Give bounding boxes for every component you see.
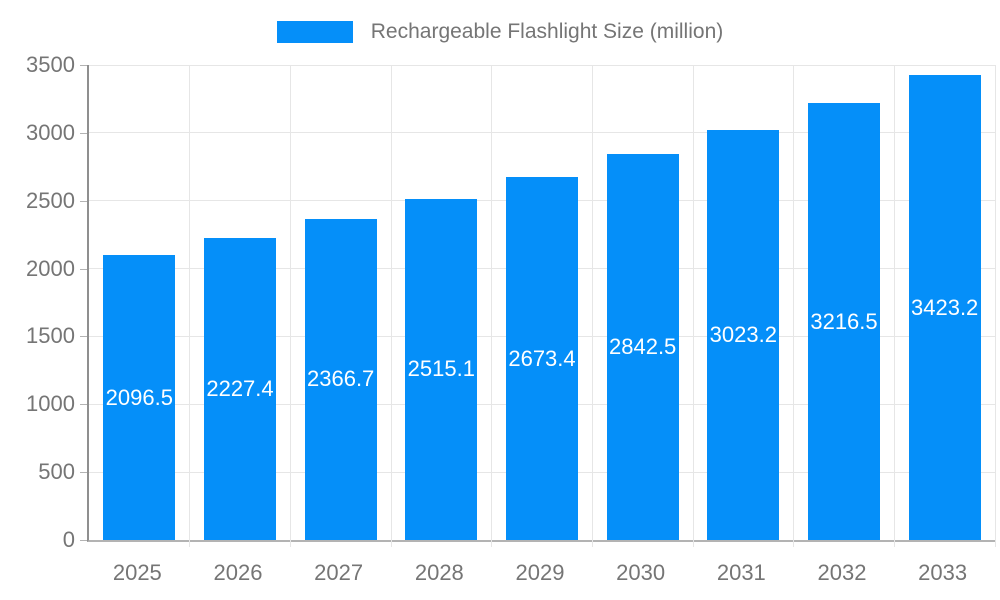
gridline-vertical <box>289 65 291 547</box>
y-tick-label: 1500 <box>26 323 75 349</box>
y-tick-mark <box>80 336 87 338</box>
x-tick-label: 2032 <box>817 560 867 585</box>
bar-value-label: 2227.4 <box>206 375 274 401</box>
y-tick-mark <box>80 472 87 474</box>
bar[interactable]: 3423.2 <box>908 75 981 540</box>
y-tick-mark <box>80 132 87 134</box>
bar[interactable]: 3216.5 <box>808 103 880 540</box>
y-tick-mark <box>80 200 87 202</box>
bar-value-label: 3216.5 <box>810 308 878 334</box>
x-tick-label: 2027 <box>314 560 364 585</box>
gridline-vertical <box>793 65 795 547</box>
gridline-vertical <box>994 65 996 547</box>
gridline-vertical <box>692 65 694 547</box>
legend-swatch <box>276 21 353 43</box>
bar-value-label: 3023.2 <box>709 321 777 347</box>
x-tick-label: 2025 <box>112 560 162 585</box>
gridline-vertical <box>591 65 593 547</box>
bar-value-label: 2673.4 <box>508 345 576 371</box>
y-tick-mark <box>80 65 87 66</box>
gridline-vertical <box>491 65 493 547</box>
bar-value-label: 2515.1 <box>407 356 475 382</box>
y-tick-label: 3000 <box>26 119 75 145</box>
legend: Rechargeable Flashlight Size (million) <box>0 20 1000 44</box>
bar-value-label: 2366.7 <box>307 366 375 392</box>
y-tick-label: 500 <box>38 459 75 485</box>
bar[interactable]: 3023.2 <box>707 129 780 540</box>
y-tick-mark <box>80 540 87 541</box>
bar-value-label: 2842.5 <box>609 334 677 360</box>
x-tick-label: 2033 <box>918 560 968 585</box>
bar-value-label: 3423.2 <box>911 294 979 320</box>
y-tick-label: 1000 <box>26 391 75 417</box>
gridline-vertical <box>893 65 895 547</box>
legend-label: Rechargeable Flashlight Size (million) <box>370 20 724 43</box>
bar[interactable]: 2842.5 <box>606 154 679 540</box>
bar[interactable]: 2366.7 <box>304 218 377 540</box>
gridline-horizontal <box>89 64 995 66</box>
y-tick-mark <box>80 268 87 270</box>
x-tick-label: 2031 <box>716 560 766 585</box>
bar-value-label: 2096.5 <box>105 384 173 410</box>
gridline-horizontal <box>89 132 995 134</box>
y-tick-label: 2000 <box>26 255 75 281</box>
x-tick-label: 2030 <box>616 560 666 585</box>
y-tick-label: 0 <box>62 527 75 552</box>
bar[interactable]: 2096.5 <box>103 255 176 540</box>
y-tick-label: 3500 <box>26 52 75 77</box>
bar[interactable]: 2227.4 <box>204 237 276 540</box>
y-tick-label: 2500 <box>26 187 75 213</box>
x-tick-label: 2026 <box>213 560 263 585</box>
bar[interactable]: 2673.4 <box>506 177 578 540</box>
plot-area: 2096.5 2227.4 2366.7 2515.1 2673.4 2842.5 3023… <box>87 64 996 547</box>
x-tick-label: 2028 <box>414 560 464 585</box>
gridline-vertical <box>390 65 392 547</box>
x-tick-label: 2029 <box>515 560 565 585</box>
y-tick-mark <box>80 404 87 406</box>
bar[interactable]: 2515.1 <box>405 198 478 540</box>
gridline-vertical <box>189 65 191 547</box>
